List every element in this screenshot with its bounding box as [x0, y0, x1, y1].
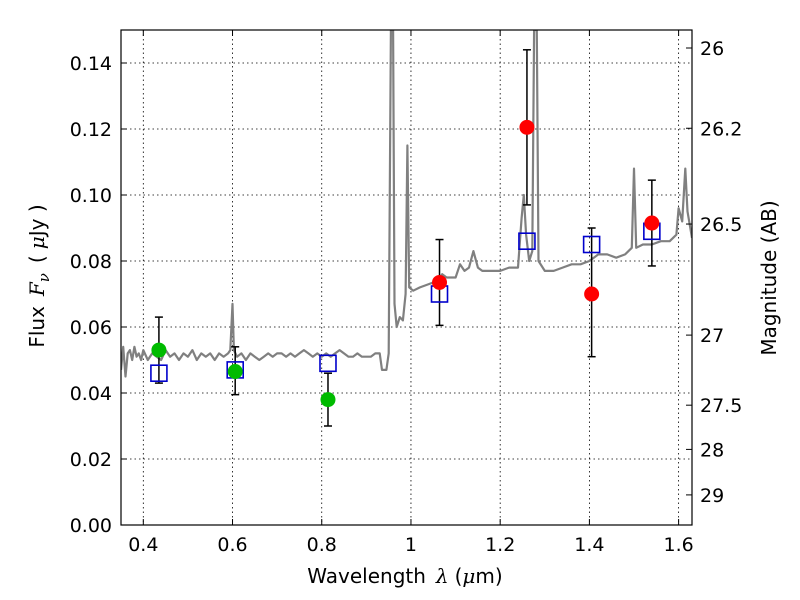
mag-tick-label: 26.2 — [700, 118, 742, 140]
model-photometry-square — [582, 235, 601, 254]
plot-area — [121, 30, 692, 427]
nir-point — [432, 274, 448, 290]
x-axis-label-unit-mu: μ — [462, 564, 475, 588]
model-photometry-square — [518, 232, 536, 250]
x-axis-label-text: Wavelength — [307, 564, 426, 588]
nir-point — [644, 215, 660, 231]
y-axis-label: Flux Fν ( μJy ) — [25, 204, 53, 347]
y-axis-label-unit-mu: μ — [25, 236, 49, 249]
y-axis-label-unit-open: ( — [25, 255, 49, 263]
x-axis-label-unit-open: ( — [455, 564, 463, 588]
model-photometry-square — [150, 364, 168, 383]
y-tick-label: 0.10 — [70, 185, 112, 207]
mag-tick-label: 28 — [700, 439, 724, 461]
y-axis-label-sub: ν — [35, 273, 53, 282]
grid — [121, 30, 692, 526]
axis-ticks: 0.4 0.6 0.8 1 1.2 1.4 1.6 0.00 0.02 0.04 0.06 0.08 0… — [70, 30, 742, 556]
x-tick-label: 0.4 — [128, 534, 158, 556]
right-axis-label: Magnitude (AB) — [757, 200, 781, 355]
x-tick-label: 1.6 — [664, 534, 694, 556]
plot-frame — [120, 29, 693, 526]
y-tick-label: 0.12 — [70, 119, 112, 141]
x-tick-label: 1.2 — [485, 534, 515, 556]
nir-point — [519, 119, 535, 135]
optical-point — [227, 364, 243, 380]
y-tick-label: 0.08 — [70, 251, 112, 273]
mag-tick-label: 26 — [700, 38, 724, 60]
y-axis-label-symbol: F — [25, 281, 49, 297]
x-axis-label-unit-rest: m) — [475, 564, 502, 588]
y-tick-label: 0.06 — [70, 317, 112, 339]
y-tick-label: 0.04 — [70, 383, 112, 405]
x-tick-label: 1 — [405, 534, 417, 556]
mag-tick-label: 26.5 — [700, 214, 742, 236]
x-tick-label: 0.6 — [217, 534, 247, 556]
x-tick-label: 0.8 — [307, 534, 337, 556]
model-photometry-square — [319, 354, 337, 373]
mag-tick-label: 29 — [700, 485, 724, 507]
x-axis-label-symbol: λ — [435, 564, 449, 588]
mag-tick-label: 27.5 — [700, 395, 742, 417]
x-tick-label: 1.4 — [574, 534, 604, 556]
x-axis-label: Wavelength λ (μm) — [307, 564, 502, 588]
model-spectrum-line — [121, 30, 692, 378]
y-axis-label-unit-rest: Jy ) — [25, 204, 49, 238]
mag-tick-label: 27 — [700, 325, 724, 347]
optical-point — [151, 342, 167, 358]
optical-point — [320, 392, 336, 408]
y-tick-label: 0.14 — [70, 53, 112, 75]
y-axis-label-text: Flux — [25, 306, 49, 348]
y-tick-label: 0.02 — [70, 449, 112, 471]
y-tick-label: 0.00 — [70, 515, 112, 537]
nir-point — [584, 286, 600, 302]
